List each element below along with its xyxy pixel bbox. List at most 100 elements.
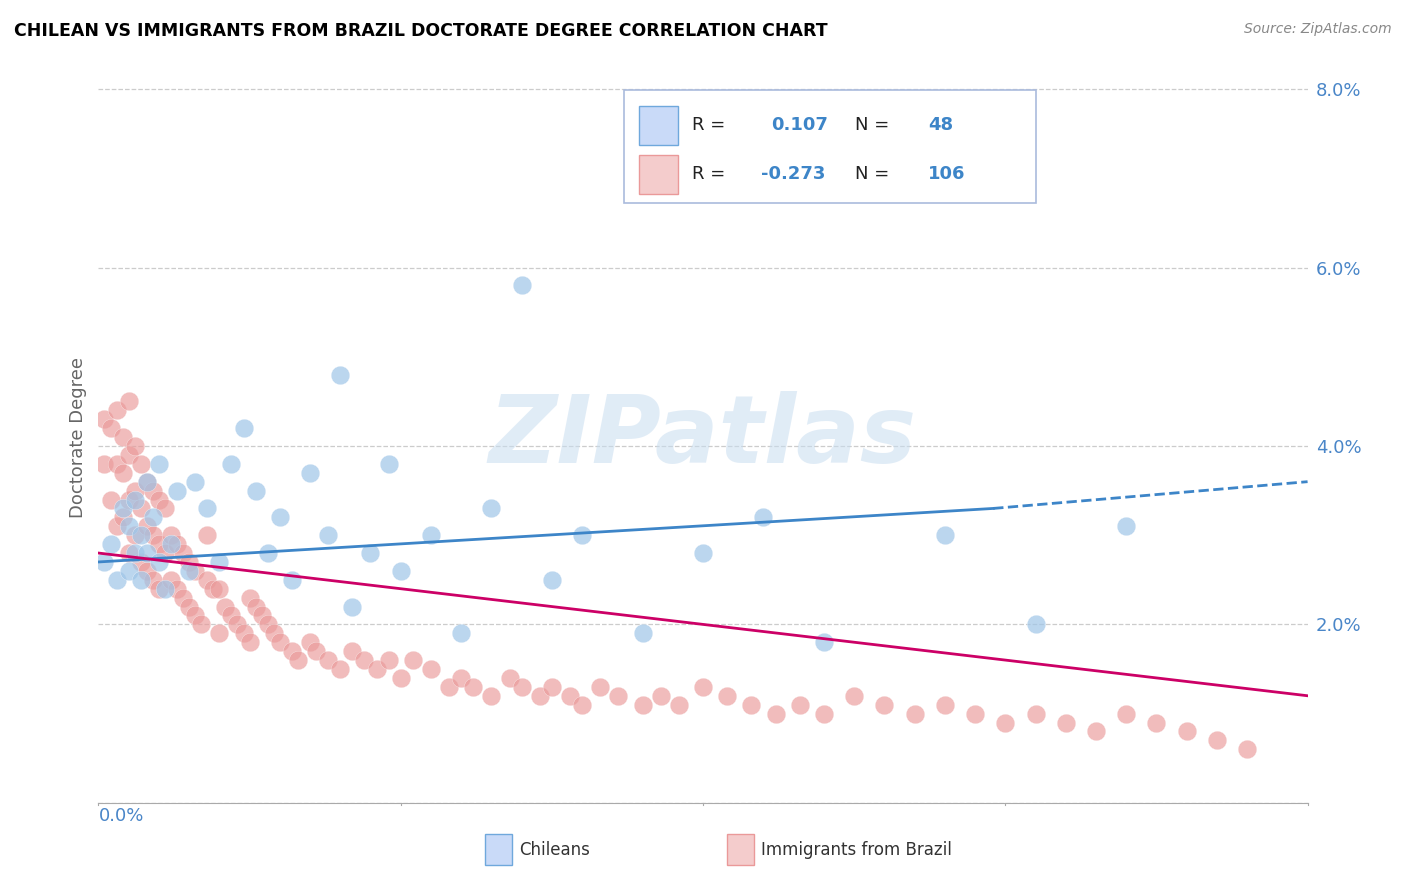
Point	[571, 528, 593, 542]
Point	[100, 492, 122, 507]
Point	[589, 680, 612, 694]
Text: Immigrants from Brazil: Immigrants from Brazil	[761, 840, 952, 859]
Point	[450, 671, 472, 685]
Point	[668, 698, 690, 712]
Point	[148, 457, 170, 471]
Point	[124, 483, 146, 498]
Point	[529, 689, 551, 703]
Point	[299, 635, 322, 649]
Text: R =: R =	[692, 116, 725, 134]
Point	[135, 546, 157, 560]
Point	[148, 582, 170, 596]
Text: 0.0%: 0.0%	[98, 807, 143, 825]
Point	[650, 689, 672, 703]
Point	[153, 501, 176, 516]
Point	[245, 483, 267, 498]
Point	[195, 528, 218, 542]
Point	[124, 528, 146, 542]
Point	[118, 492, 141, 507]
Point	[934, 528, 956, 542]
Point	[692, 546, 714, 560]
Point	[111, 501, 134, 516]
Point	[100, 537, 122, 551]
Point	[208, 582, 231, 596]
Point	[153, 546, 176, 560]
Point	[342, 644, 364, 658]
Point	[184, 564, 207, 578]
Point	[172, 591, 194, 605]
Point	[716, 689, 738, 703]
Point	[1236, 742, 1258, 756]
Point	[1024, 706, 1046, 721]
Point	[166, 582, 188, 596]
Point	[239, 591, 262, 605]
Text: CHILEAN VS IMMIGRANTS FROM BRAZIL DOCTORATE DEGREE CORRELATION CHART: CHILEAN VS IMMIGRANTS FROM BRAZIL DOCTOR…	[14, 22, 828, 40]
Point	[316, 528, 339, 542]
Point	[631, 626, 654, 640]
Point	[342, 599, 364, 614]
Text: 0.107: 0.107	[770, 116, 828, 134]
Point	[765, 706, 787, 721]
Point	[129, 528, 152, 542]
Point	[195, 501, 218, 516]
Point	[118, 519, 141, 533]
Point	[184, 608, 207, 623]
Point	[153, 582, 176, 596]
Point	[437, 680, 460, 694]
Point	[498, 671, 520, 685]
FancyBboxPatch shape	[638, 155, 678, 194]
Point	[1206, 733, 1229, 747]
Point	[377, 457, 399, 471]
Point	[540, 573, 562, 587]
Point	[1144, 715, 1167, 730]
FancyBboxPatch shape	[638, 106, 678, 145]
Point	[111, 466, 134, 480]
Point	[184, 475, 207, 489]
Point	[100, 421, 122, 435]
Point	[558, 689, 581, 703]
Point	[105, 457, 128, 471]
Point	[239, 635, 262, 649]
Point	[281, 644, 304, 658]
Text: -0.273: -0.273	[761, 165, 825, 183]
Point	[118, 394, 141, 409]
Point	[129, 573, 152, 587]
Point	[607, 689, 630, 703]
Point	[510, 680, 533, 694]
Point	[740, 698, 762, 712]
Text: 106: 106	[928, 165, 966, 183]
Point	[752, 510, 775, 524]
Point	[105, 403, 128, 417]
Point	[571, 698, 593, 712]
Point	[124, 546, 146, 560]
Point	[256, 617, 278, 632]
Text: N =: N =	[855, 165, 890, 183]
Point	[93, 457, 115, 471]
Point	[299, 466, 322, 480]
Point	[93, 555, 115, 569]
Point	[118, 564, 141, 578]
Point	[179, 555, 201, 569]
Point	[1115, 706, 1137, 721]
Point	[1024, 617, 1046, 632]
Point	[1054, 715, 1077, 730]
Point	[366, 662, 388, 676]
Point	[305, 644, 328, 658]
Point	[316, 653, 339, 667]
Point	[202, 582, 225, 596]
Y-axis label: Doctorate Degree: Doctorate Degree	[69, 357, 87, 517]
Point	[256, 546, 278, 560]
Point	[329, 662, 352, 676]
Point	[269, 510, 291, 524]
Text: 48: 48	[928, 116, 953, 134]
Point	[190, 617, 212, 632]
Text: R =: R =	[692, 165, 725, 183]
Point	[263, 626, 285, 640]
Point	[105, 519, 128, 533]
Point	[226, 617, 249, 632]
Point	[250, 608, 273, 623]
Point	[510, 278, 533, 293]
FancyBboxPatch shape	[485, 834, 512, 865]
Point	[450, 626, 472, 640]
Point	[420, 662, 443, 676]
